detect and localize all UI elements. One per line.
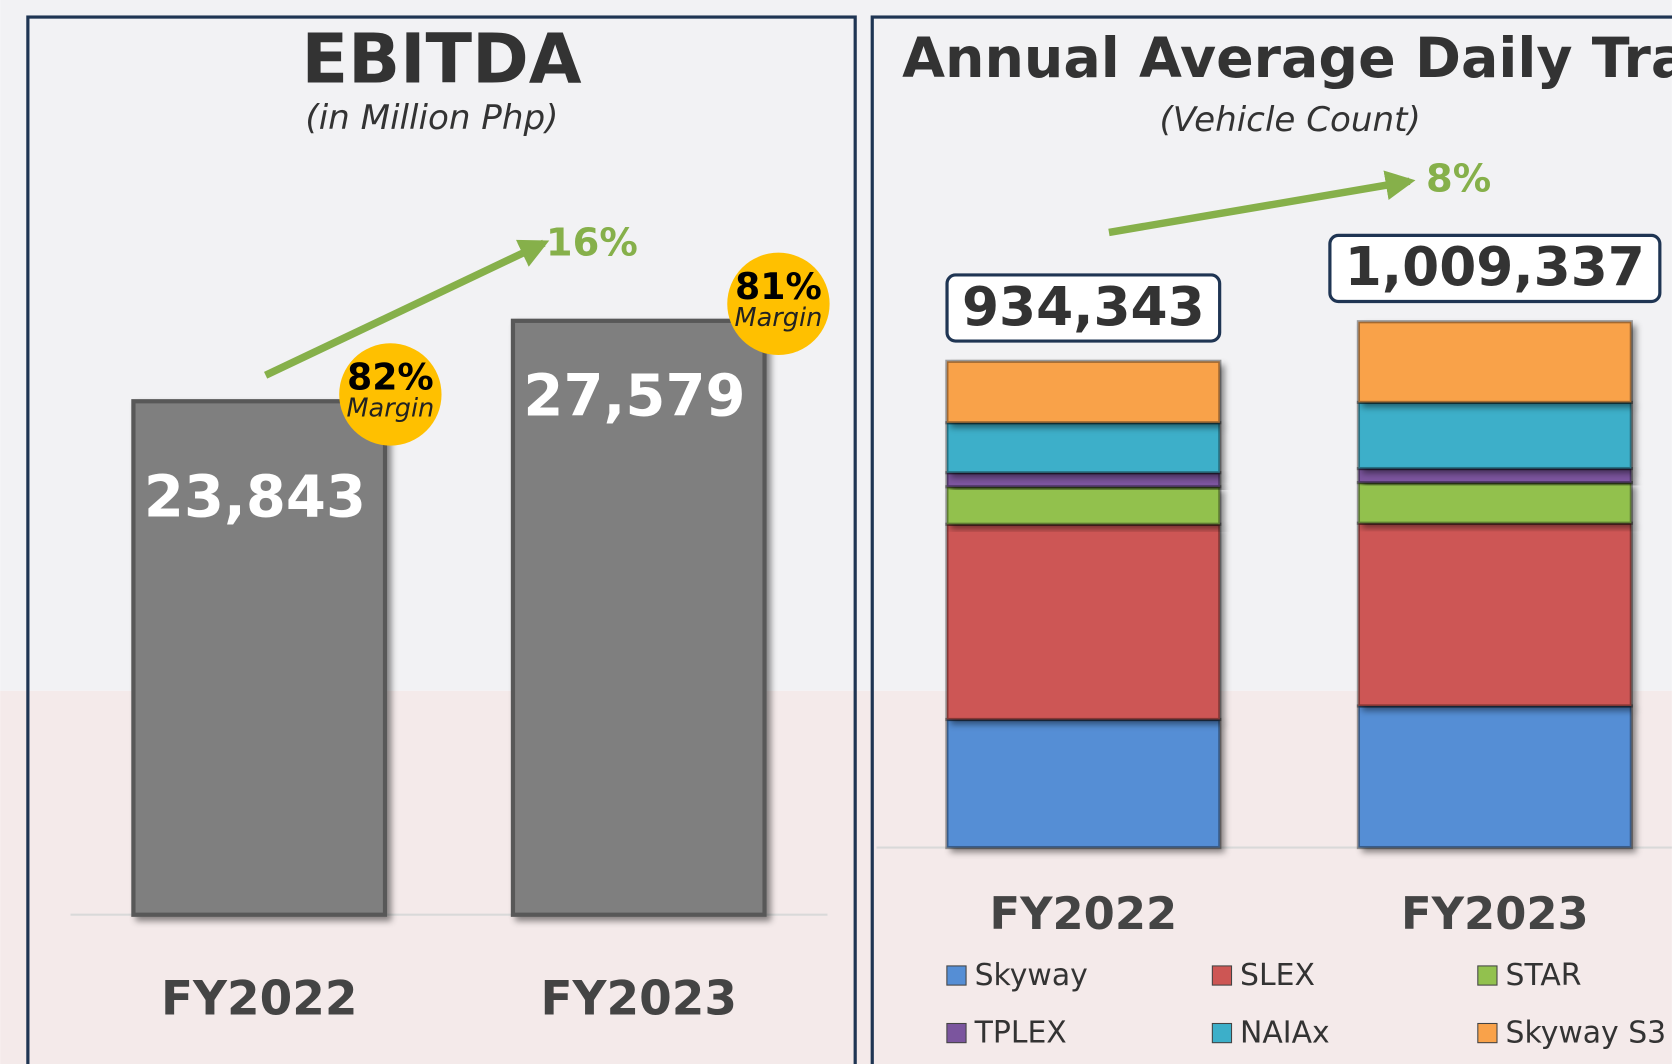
- growth-label: 8%: [1426, 157, 1491, 202]
- bar-segment: [945, 717, 1222, 850]
- legend-swatch: [1211, 965, 1233, 986]
- margin-badge: [339, 343, 442, 446]
- chart-title: Annual Average Daily Traffic: [902, 27, 1672, 91]
- x-tick-label: FY2022: [161, 972, 357, 1027]
- bar-segment: [945, 421, 1222, 475]
- x-tick-label: FY2023: [541, 972, 738, 1027]
- legend-label: Skyway: [975, 958, 1088, 993]
- growth-label: 16%: [546, 221, 638, 266]
- chart-title: EBITDA: [302, 21, 582, 100]
- margin-value: 82%: [347, 356, 434, 399]
- bar-segment: [1356, 481, 1633, 525]
- bar-segment: [1356, 320, 1633, 405]
- legend-label: NAIAx: [1240, 1016, 1330, 1051]
- legend-label: STAR: [1506, 958, 1582, 993]
- chart-subtitle: (Vehicle Count): [1159, 100, 1420, 140]
- margin-value: 81%: [735, 265, 822, 308]
- bar-segment: [1356, 704, 1633, 850]
- x-tick-label: FY2023: [1401, 887, 1589, 940]
- legend-swatch: [1211, 1022, 1233, 1044]
- bar-segment: [945, 359, 1222, 425]
- bar-segment: [945, 485, 1222, 526]
- margin-label: Margin: [346, 393, 434, 423]
- panel-right: [870, 15, 1672, 1064]
- total-label: 934,343: [962, 276, 1205, 338]
- legend-swatch: [1477, 1022, 1498, 1044]
- bar: [510, 318, 767, 917]
- legend-swatch: [1477, 965, 1498, 986]
- legend-swatch: [946, 1022, 967, 1044]
- bar-segment: [945, 471, 1222, 489]
- total-box: [945, 273, 1222, 343]
- margin-label: Margin: [735, 303, 823, 333]
- bar: [131, 399, 388, 917]
- growth-arrow: [1108, 170, 1416, 237]
- value-label: 27,579: [523, 362, 745, 429]
- legend-label: SLEX: [1240, 958, 1315, 993]
- chart-subtitle: (in Million Php): [305, 98, 558, 138]
- value-label: 23,843: [144, 464, 366, 531]
- legend-label: Skyway S3: [1506, 1016, 1667, 1051]
- bar-segment: [1356, 400, 1633, 471]
- total-label: 1,009,337: [1345, 236, 1645, 298]
- legend-swatch: [946, 965, 967, 986]
- bar-segment: [1356, 466, 1633, 485]
- total-box: [1328, 233, 1662, 304]
- bar-segment: [1356, 521, 1633, 708]
- growth-arrow: [264, 239, 550, 379]
- legend-label: TPLEX: [974, 1016, 1067, 1051]
- margin-badge: [727, 252, 830, 356]
- x-tick-label: FY2022: [990, 887, 1178, 940]
- panel-left: [26, 15, 857, 1064]
- bar-segment: [945, 522, 1222, 722]
